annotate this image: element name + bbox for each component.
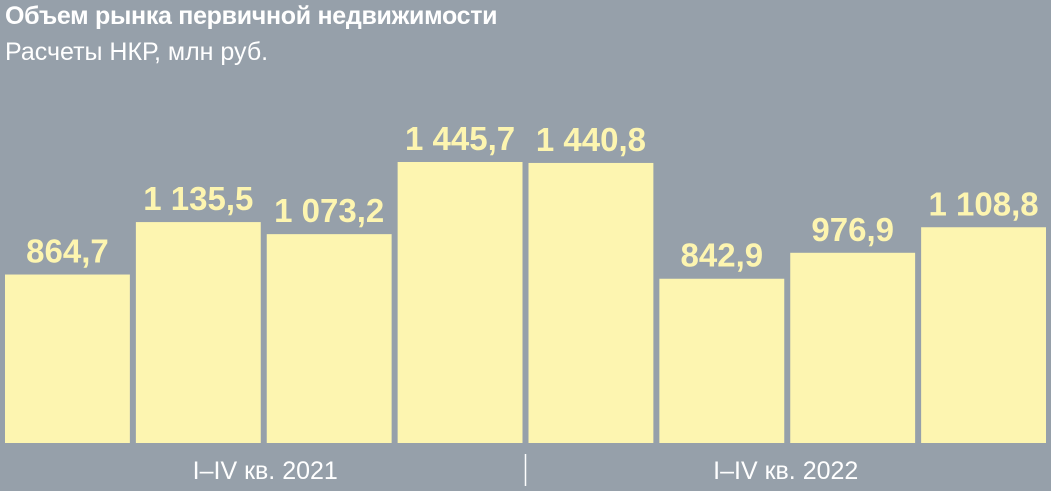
data-label: 1 135,5 <box>143 180 253 217</box>
data-label: 864,7 <box>26 233 109 270</box>
data-label: 1 440,8 <box>536 121 646 158</box>
group-label: I–IV кв. 2021 <box>193 457 338 485</box>
data-label: 1 108,8 <box>929 185 1039 222</box>
data-label: 1 445,7 <box>405 120 515 157</box>
chart-subtitle: Расчеты НКР, млн руб. <box>5 38 269 66</box>
bar <box>528 162 654 491</box>
chart-title: Объем рынка первичной недвижимости <box>5 2 498 30</box>
data-label: 842,9 <box>681 237 764 274</box>
group-label: I–IV кв. 2022 <box>713 457 858 485</box>
data-label: 976,9 <box>811 211 894 248</box>
bar <box>397 162 523 491</box>
data-label: 1 073,2 <box>274 192 384 229</box>
